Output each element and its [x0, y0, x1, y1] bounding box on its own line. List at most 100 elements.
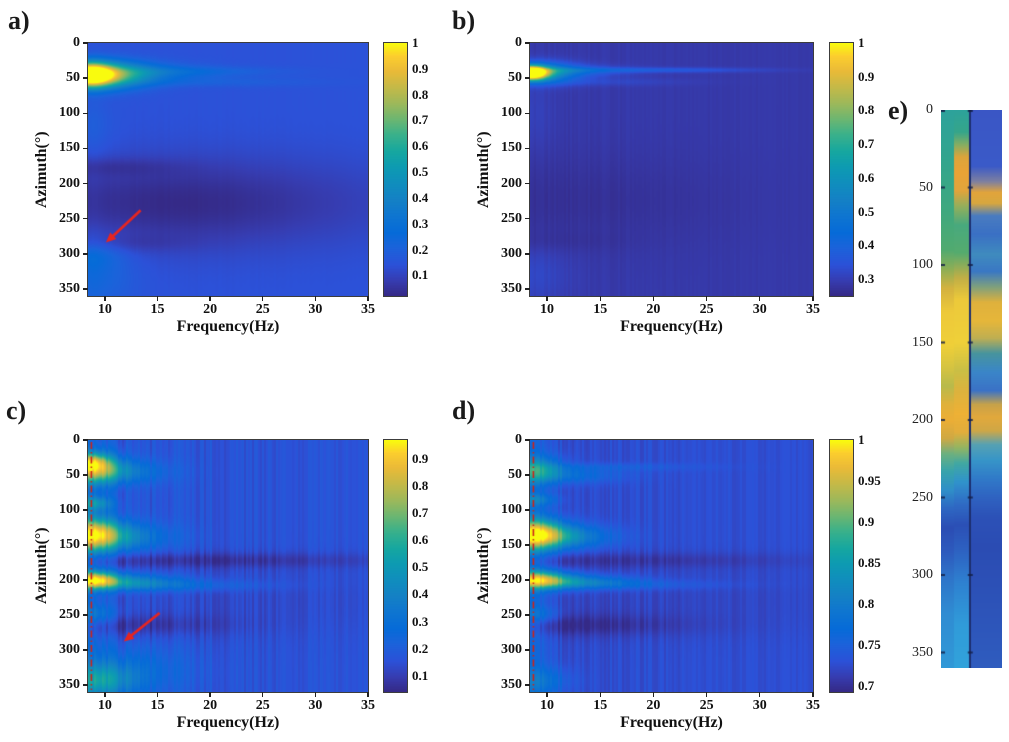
colorbar-tick-label: 0.1 [412, 267, 429, 283]
y-tick-mark [83, 684, 88, 686]
y-tick-mark [525, 579, 530, 581]
colorbar-tick-label: 1 [858, 432, 865, 447]
y-tick-label: 250 [59, 607, 80, 622]
colorbar-tick-label: 0.9 [858, 514, 875, 530]
x-tick-mark [367, 296, 369, 301]
colorbar-tick-label: 0.2 [412, 640, 429, 656]
x-tick-label: 25 [255, 698, 270, 713]
y-tick-mark [83, 509, 88, 511]
x-tick-mark [812, 296, 814, 301]
panel-b-colorbar [829, 42, 854, 297]
colorbar-tick-label: 0.85 [858, 555, 881, 571]
x-tick-mark [156, 692, 159, 697]
panel-a-heatmap [87, 42, 369, 297]
y-tick-mark [525, 649, 530, 651]
x-tick-mark [156, 296, 159, 301]
panel-c-colorbar [383, 439, 408, 693]
x-tick-label: 15 [593, 698, 608, 713]
panel-c-x-axis-label: Frequency(Hz) [176, 714, 280, 731]
panel-d-colorbar [829, 439, 854, 693]
x-tick-mark [209, 692, 211, 697]
y-tick-label: 250 [501, 210, 522, 226]
x-tick-mark [705, 692, 708, 697]
x-tick-mark [652, 296, 655, 301]
x-tick-mark [262, 296, 264, 301]
colorbar-tick-label: 0.6 [412, 532, 429, 548]
x-tick-label: 25 [699, 302, 714, 317]
colorbar-tick-label: 0.9 [858, 68, 875, 84]
x-tick-label: 10 [97, 698, 112, 713]
x-tick-label: 20 [646, 698, 661, 713]
y-tick-mark [83, 544, 88, 546]
y-tick-mark [83, 147, 88, 150]
panel-c-heatmap [87, 439, 369, 693]
x-tick-mark [546, 296, 548, 301]
colorbar-tick-label: 0.9 [412, 450, 429, 466]
x-tick-mark [705, 296, 708, 301]
y-tick-mark [83, 474, 88, 476]
x-tick-label: 30 [752, 302, 767, 317]
colorbar-tick-label: 0.7 [412, 505, 429, 521]
y-tick-mark [83, 579, 88, 581]
panel-d-label: d) [452, 396, 476, 425]
x-tick-mark [367, 692, 369, 697]
y-tick-label: 250 [501, 607, 522, 622]
y-tick-label: 100 [501, 502, 522, 517]
colorbar-tick-label: 0.5 [858, 203, 875, 219]
panel-e-y-tick-label: 150 [912, 334, 933, 350]
y-tick-label: 350 [501, 677, 522, 692]
panel-e-y-tick-label: 350 [912, 644, 933, 660]
colorbar-tick-label: 0.8 [412, 86, 429, 102]
colorbar-tick-label: 0.2 [412, 241, 429, 257]
y-tick-mark [525, 147, 530, 150]
y-tick-label: 350 [59, 280, 80, 296]
panel-e-y-tick-label: 250 [912, 489, 933, 505]
y-tick-label: 300 [59, 245, 80, 261]
panel-b-heatmap [529, 42, 814, 297]
y-tick-label: 0 [73, 35, 80, 50]
y-tick-label: 150 [59, 537, 80, 552]
y-tick-mark [525, 509, 530, 511]
y-tick-mark [525, 182, 530, 185]
y-tick-label: 200 [501, 572, 522, 587]
y-tick-mark [525, 112, 530, 114]
colorbar-tick-label: 0.5 [412, 559, 429, 575]
colorbar-tick-label: 0.8 [412, 478, 429, 494]
x-tick-label: 20 [203, 698, 218, 713]
x-tick-label: 10 [540, 698, 555, 713]
y-tick-mark [83, 649, 88, 651]
colorbar-tick-label: 0.9 [412, 60, 429, 76]
colorbar-tick-label: 0.6 [858, 169, 875, 185]
panel-e-y-tick-label: 50 [919, 179, 933, 195]
y-tick-label: 150 [501, 537, 522, 552]
y-tick-label: 0 [515, 432, 522, 447]
panel-d-x-axis-label: Frequency(Hz) [620, 714, 723, 731]
x-tick-label: 30 [752, 698, 767, 713]
x-tick-mark [262, 692, 264, 697]
panel-e-y-tick-label: 200 [912, 412, 933, 427]
y-tick-mark [83, 182, 88, 185]
x-tick-label: 25 [255, 302, 270, 317]
y-tick-label: 50 [508, 467, 522, 482]
y-tick-mark [525, 253, 530, 255]
x-tick-label: 35 [361, 698, 375, 713]
x-tick-mark [546, 692, 548, 697]
y-tick-label: 300 [59, 642, 80, 657]
x-tick-mark [104, 692, 106, 697]
y-tick-mark [525, 288, 530, 290]
colorbar-tick-label: 0.7 [412, 112, 429, 128]
y-tick-label: 300 [501, 245, 522, 261]
y-tick-mark [83, 439, 88, 441]
colorbar-tick-label: 1 [412, 35, 419, 50]
panel-c-label: c) [6, 396, 27, 425]
y-tick-mark [83, 217, 88, 220]
x-tick-label: 25 [699, 698, 714, 713]
colorbar-tick-label: 0.3 [858, 271, 875, 287]
y-tick-label: 50 [66, 70, 80, 86]
x-tick-mark [314, 296, 317, 301]
x-tick-label: 35 [806, 698, 820, 713]
colorbar-tick-label: 0.3 [412, 215, 429, 231]
panel-e-y-tick-label: 300 [912, 567, 933, 582]
y-tick-mark [525, 217, 530, 220]
x-tick-label: 15 [150, 698, 165, 713]
